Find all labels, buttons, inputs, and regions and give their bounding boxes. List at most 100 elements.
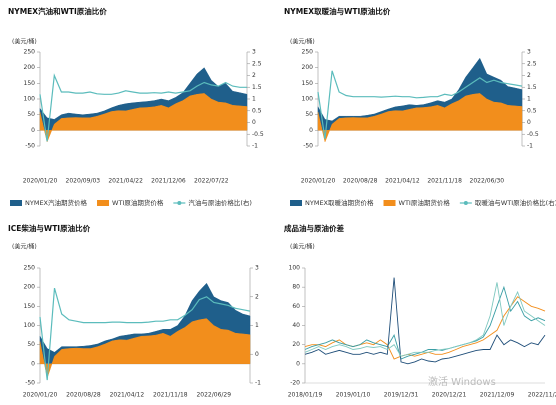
chart-title: 成品油与原油价差 <box>284 223 344 233</box>
y-tick-label: 0 <box>309 127 313 134</box>
y-tick-label: 250 <box>302 49 314 56</box>
legend-label: WTI原油期货价格 <box>112 198 164 207</box>
y2-tick-label: -1 <box>252 143 258 150</box>
y2-tick-label: 0.5 <box>252 107 262 114</box>
y2-tick-label: 1.5 <box>252 84 262 91</box>
legend-swatch <box>10 200 22 206</box>
y-tick-label: 250 <box>24 49 36 56</box>
y-axis-label: (美元/桶) <box>290 38 315 46</box>
x-tick-label: 2021/12/09 <box>480 392 515 399</box>
line <box>304 285 546 360</box>
y-tick-label: 60 <box>292 303 300 310</box>
y-tick-label: 0 <box>31 127 35 134</box>
y-tick-label: 0 <box>296 360 300 367</box>
y-axis-label: (美元/桶) <box>12 38 37 46</box>
y-tick-label: 40 <box>292 322 300 329</box>
x-tick-label: 2022/11/29 <box>528 392 556 399</box>
y-axis-label: (美元/桶) <box>12 243 37 251</box>
y-tick-label: 150 <box>24 303 36 310</box>
x-tick-label: 2022/06/29 <box>196 392 231 399</box>
y2-tick-label: 2.5 <box>527 60 537 67</box>
line <box>304 282 546 357</box>
area <box>317 93 523 143</box>
x-tick-label: 2022/07/22 <box>194 178 229 185</box>
y-tick-label: 0 <box>31 360 35 367</box>
x-tick-label: 2021/04/12 <box>385 178 420 185</box>
x-tick-label: 2020/08/28 <box>66 392 101 399</box>
y-tick-label: 200 <box>24 284 36 291</box>
y2-tick-label: -0.5 <box>252 131 264 138</box>
y2-tick-label: 2 <box>252 72 256 79</box>
legend-swatch <box>290 200 302 206</box>
line <box>39 73 247 142</box>
x-tick-label: 2020/12/21 <box>432 392 467 399</box>
x-tick-label: 2021/11/18 <box>153 392 188 399</box>
legend-swatch <box>383 200 396 206</box>
y-tick-label: 150 <box>24 80 36 87</box>
line <box>304 277 546 365</box>
y2-tick-label: 3 <box>527 49 531 56</box>
y-tick-label: 250 <box>24 265 36 272</box>
y2-tick-label: 0 <box>255 351 259 358</box>
y2-tick-label: 2 <box>255 293 259 300</box>
legend-label: 取暖油与WTI原油价格比(右) <box>475 198 556 207</box>
x-tick-label: 2021/04/22 <box>108 178 143 185</box>
line <box>304 296 546 360</box>
y2-tick-label: -0.5 <box>527 131 539 138</box>
x-tick-label: 2021/12/06 <box>151 178 186 185</box>
y-tick-label: 150 <box>302 80 314 87</box>
y-tick-label: 50 <box>27 341 35 348</box>
x-tick-label: 2022/06/30 <box>470 178 505 185</box>
y-tick-label: -50 <box>303 143 313 150</box>
x-tick-label: 2019/01/10 <box>336 392 371 399</box>
y-tick-label: 200 <box>24 64 36 71</box>
x-tick-label: 2020/01/20 <box>301 178 336 185</box>
y2-tick-label: 1 <box>527 96 531 103</box>
y-tick-label: 20 <box>292 341 300 348</box>
x-tick-label: 2020/01/20 <box>23 392 58 399</box>
y-tick-label: 100 <box>24 96 36 103</box>
chart-title: NYMEX取暖油与WTI原油比价 <box>284 6 391 16</box>
y2-tick-label: 3 <box>252 49 256 56</box>
y-tick-label: -20 <box>290 380 300 387</box>
y-tick-label: 100 <box>302 96 314 103</box>
y2-tick-label: -1 <box>527 143 533 150</box>
x-tick-label: 2020/09/03 <box>66 178 101 185</box>
x-tick-label: 2019/12/31 <box>384 392 419 399</box>
y-tick-label: 80 <box>292 284 300 291</box>
y2-tick-label: 3 <box>255 265 259 272</box>
legend-label: 汽油与原油价格比(右) <box>188 198 252 207</box>
y2-tick-label: 0 <box>527 119 531 126</box>
y-tick-label: 200 <box>302 64 314 71</box>
y2-tick-label: 0 <box>252 119 256 126</box>
y2-tick-label: 1.5 <box>527 84 537 91</box>
x-tick-label: 2018/01/19 <box>288 392 323 399</box>
y-tick-label: -50 <box>25 143 35 150</box>
y2-tick-label: 0.5 <box>527 107 537 114</box>
legend-label: WTI原油期货价格 <box>399 198 451 207</box>
legend-label: NYMEX汽油期货价格 <box>25 198 88 207</box>
y-tick-label: 100 <box>289 265 301 272</box>
y2-tick-label: -1 <box>255 380 261 387</box>
y2-tick-label: 1 <box>252 96 256 103</box>
y-tick-label: 50 <box>27 111 35 118</box>
x-tick-label: 2021/04/12 <box>110 392 145 399</box>
legend-swatch <box>463 201 468 205</box>
watermark: 激活 Windows <box>428 375 496 388</box>
x-tick-label: 2020/08/28 <box>343 178 378 185</box>
legend-label: NYMEX取暖油期货价格 <box>305 198 374 207</box>
y-tick-label: 100 <box>24 322 36 329</box>
x-tick-label: 2021/11/18 <box>427 178 462 185</box>
y-axis-label: (美元/桶) <box>290 243 315 251</box>
area <box>39 318 251 379</box>
legend-swatch <box>97 200 110 206</box>
x-tick-label: 2020/01/20 <box>23 178 58 185</box>
chart-title: ICE柴油与WTI原油比价 <box>8 223 91 233</box>
y2-tick-label: 2 <box>527 72 531 79</box>
area <box>39 93 248 143</box>
legend-swatch <box>177 201 182 205</box>
y-tick-label: 50 <box>305 111 313 118</box>
line <box>39 287 251 381</box>
